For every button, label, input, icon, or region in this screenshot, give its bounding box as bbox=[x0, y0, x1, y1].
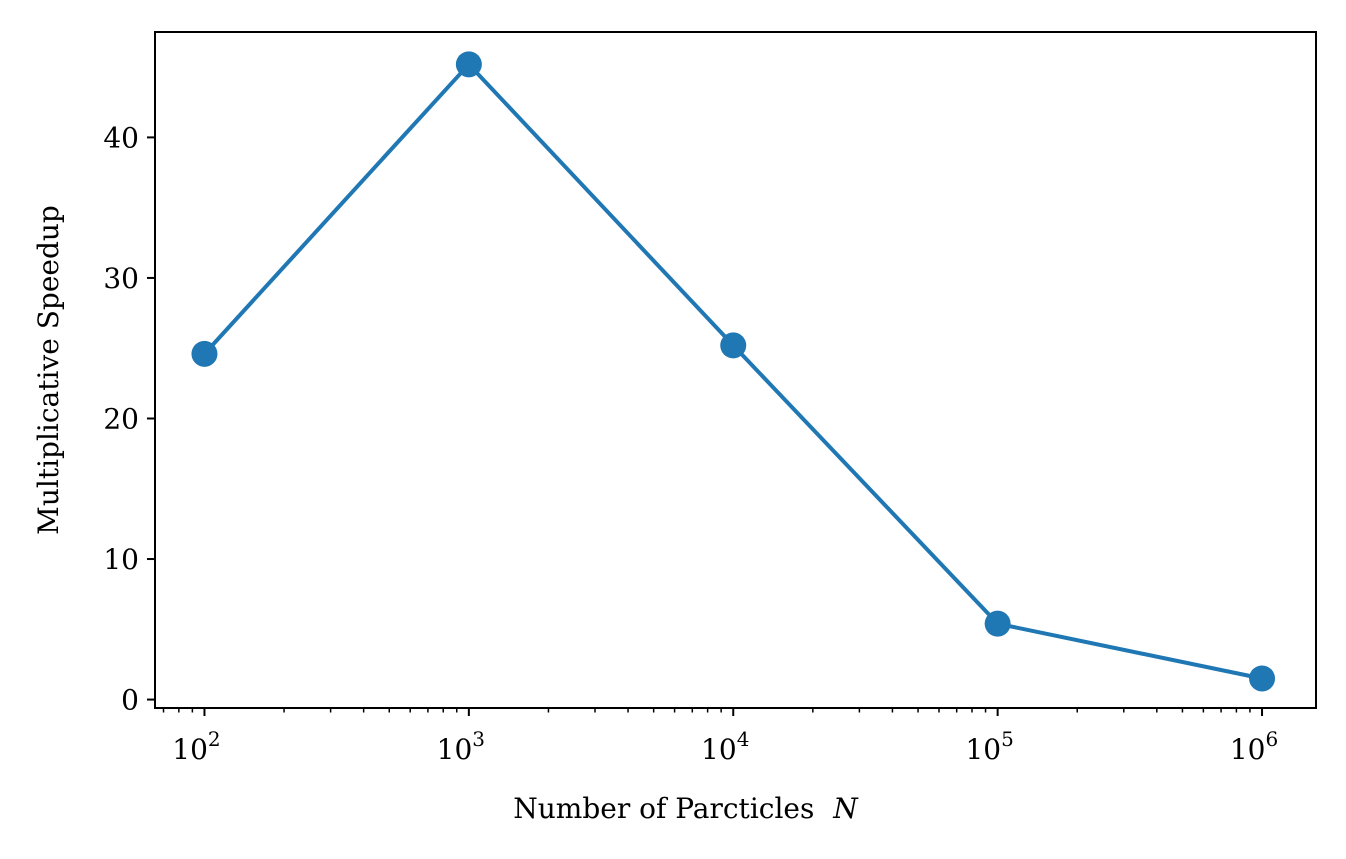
x-tick-base: 10 bbox=[1230, 733, 1266, 766]
x-tick-label: 106 bbox=[1230, 727, 1278, 766]
x-tick-exponent: 2 bbox=[208, 727, 221, 751]
x-tick-base: 10 bbox=[965, 733, 1001, 766]
y-tick-label: 40 bbox=[103, 121, 139, 154]
x-tick-exponent: 5 bbox=[1001, 727, 1014, 751]
x-tick-label: 104 bbox=[701, 727, 749, 766]
data-point bbox=[191, 340, 218, 367]
data-point bbox=[720, 332, 747, 359]
x-axis-label: Number of Parcticles N bbox=[513, 792, 859, 825]
series-layer bbox=[191, 51, 1276, 692]
y-axis-ticks: 0 10 20 30 40 bbox=[103, 121, 155, 717]
data-point bbox=[455, 51, 482, 78]
x-axis-label-symbol: N bbox=[832, 792, 859, 825]
data-point bbox=[1249, 665, 1276, 692]
y-tick-label: 30 bbox=[103, 262, 139, 295]
x-tick-label: 102 bbox=[172, 727, 220, 766]
x-tick-label: 103 bbox=[437, 727, 485, 766]
y-tick-label: 0 bbox=[121, 684, 139, 717]
y-tick-label: 10 bbox=[103, 543, 139, 576]
x-tick-exponent: 6 bbox=[1265, 727, 1278, 751]
data-point bbox=[984, 610, 1011, 637]
x-axis-ticks: 102 103 104 105 106 bbox=[162, 708, 1278, 766]
y-axis-label: Multiplicative Speedup bbox=[32, 205, 65, 535]
x-axis-label-text: Number of Parcticles bbox=[513, 792, 814, 825]
y-tick-label: 20 bbox=[103, 402, 139, 435]
x-tick-base: 10 bbox=[701, 733, 737, 766]
x-tick-label: 105 bbox=[965, 727, 1013, 766]
x-tick-base: 10 bbox=[437, 733, 473, 766]
x-tick-base: 10 bbox=[172, 733, 208, 766]
x-tick-exponent: 3 bbox=[472, 727, 485, 751]
x-tick-exponent: 4 bbox=[737, 727, 750, 751]
plot-frame bbox=[154, 31, 1317, 709]
